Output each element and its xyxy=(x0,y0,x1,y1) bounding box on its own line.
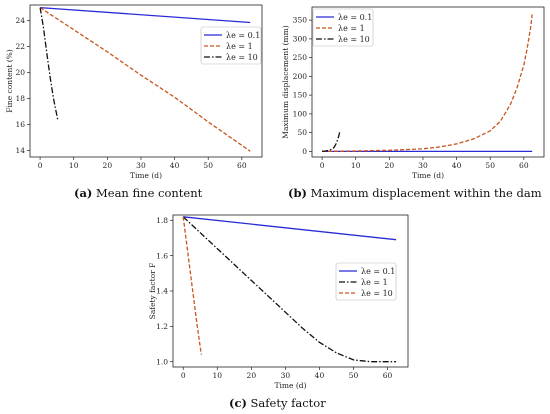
legend-label: λe = 0.1 xyxy=(338,13,372,22)
caption-a-text: Mean fine content xyxy=(96,186,203,200)
x-tick-label: 30 xyxy=(136,161,146,170)
y-tick-label: 1.4 xyxy=(156,287,168,296)
chart-c: 0 10 20 30 40 50 60 1.0 1.2 1.4 1.6 1.8 Time (d) Safe… xyxy=(148,214,409,390)
x-tick-label: 0 xyxy=(38,161,43,170)
caption-b-letter: (b) xyxy=(288,186,307,200)
x-tick-label: 20 xyxy=(103,161,113,170)
x-axis-label: Time (d) xyxy=(275,381,307,390)
y-tick-label: 250 xyxy=(293,53,308,62)
series-line-1 xyxy=(40,6,251,24)
x-tick-label: 40 xyxy=(452,161,462,170)
legend-box xyxy=(312,8,374,47)
caption-c-letter: (c) xyxy=(229,396,247,410)
legend-label: λe = 10 xyxy=(338,35,370,44)
y-tick-label: 22 xyxy=(15,42,25,51)
caption-c-text: Safety factor xyxy=(250,396,326,410)
series-line-3 xyxy=(182,216,202,355)
legend-box xyxy=(200,26,262,65)
y-tick-label: 200 xyxy=(293,72,308,81)
y-tick-label: 18 xyxy=(15,94,25,103)
y-tick-label: 300 xyxy=(293,34,308,43)
legend-label: λe = 0.1 xyxy=(226,31,260,40)
x-tick-label: 20 xyxy=(247,371,257,380)
series-line-2 xyxy=(322,14,533,153)
y-axis-label: Maximum displacement (mm) xyxy=(281,25,290,139)
y-axis-label: Safety factor F xyxy=(148,263,157,320)
y-tick-label: 350 xyxy=(293,16,308,25)
legend-label: λe = 1 xyxy=(226,42,253,51)
x-tick-label: 10 xyxy=(213,371,223,380)
legend-label: λe = 1 xyxy=(338,24,365,33)
x-tick-label: 10 xyxy=(69,161,79,170)
y-tick-label: 14 xyxy=(15,146,25,155)
plot-frame xyxy=(29,4,263,158)
x-tick-label: 60 xyxy=(237,161,247,170)
series-line-3 xyxy=(322,130,341,153)
legend-label: λe = 0.1 xyxy=(361,267,395,276)
x-tick-label: 30 xyxy=(418,161,428,170)
y-tick-label: 1.2 xyxy=(156,322,168,331)
caption-b-text: Maximum displacement within the dam xyxy=(310,186,542,200)
x-tick-label: 20 xyxy=(385,161,395,170)
y-tick-label: 16 xyxy=(15,120,25,129)
caption-a: (a) Mean fine content xyxy=(74,186,202,200)
x-tick-label: 30 xyxy=(281,371,291,380)
x-tick-label: 60 xyxy=(519,161,529,170)
y-tick-label: 24 xyxy=(15,16,25,25)
series-line-2 xyxy=(39,7,251,152)
x-tick-label: 40 xyxy=(170,161,180,170)
y-axis-label: Fine content (%) xyxy=(5,49,14,113)
x-tick-label: 50 xyxy=(485,161,495,170)
chart-a: 0 10 20 30 40 50 60 14 16 18 20 22 24 Time (d) Fine co… xyxy=(5,4,263,180)
x-axis-label: Time (d) xyxy=(130,171,162,180)
y-tick-label: 0 xyxy=(302,147,307,156)
x-tick-label: 0 xyxy=(320,161,325,170)
x-axis-label: Time (d) xyxy=(412,171,444,180)
y-tick-label: 20 xyxy=(15,68,25,77)
x-tick-label: 0 xyxy=(181,371,186,380)
chart-b: 0 10 20 30 40 50 60 0 50 100 150 200 250 300 350 Time (… xyxy=(281,6,545,180)
y-tick-label: 1.6 xyxy=(156,251,168,260)
legend-label: λe = 10 xyxy=(361,289,393,298)
x-tick-label: 50 xyxy=(203,161,213,170)
series-line-1 xyxy=(183,216,397,241)
plot-frame xyxy=(311,6,545,158)
x-tick-label: 10 xyxy=(351,161,361,170)
x-tick-label: 50 xyxy=(349,371,359,380)
series-line-2 xyxy=(182,216,397,363)
y-tick-label: 1.8 xyxy=(156,216,168,225)
y-tick-label: 100 xyxy=(293,109,308,118)
caption-c: (c) Safety factor xyxy=(229,396,326,410)
y-tick-label: 50 xyxy=(297,128,307,137)
legend-box xyxy=(335,262,397,301)
series-line-3 xyxy=(39,7,59,121)
legend-label: λe = 10 xyxy=(226,53,258,62)
y-tick-label: 150 xyxy=(293,91,308,100)
legend-label: λe = 1 xyxy=(361,278,388,287)
x-tick-label: 40 xyxy=(315,371,325,380)
caption-b: (b) Maximum displacement within the dam xyxy=(288,186,542,200)
caption-a-letter: (a) xyxy=(74,186,93,200)
y-tick-label: 1.0 xyxy=(156,357,168,366)
x-tick-label: 60 xyxy=(383,371,393,380)
